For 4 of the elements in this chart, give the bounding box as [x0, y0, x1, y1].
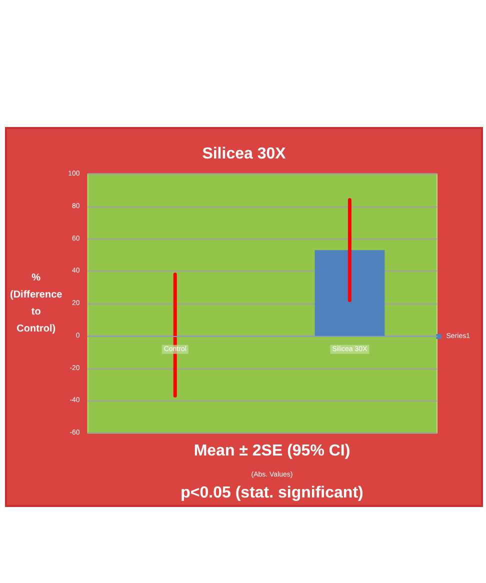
text: p<0.05 (stat. significant) — [180, 484, 364, 502]
text: Mean ± 2SE (95% CI) — [194, 442, 350, 460]
y-axis-title: % (Difference to Control) — [10, 272, 63, 334]
chart-title: Silicea 30X — [202, 146, 286, 162]
